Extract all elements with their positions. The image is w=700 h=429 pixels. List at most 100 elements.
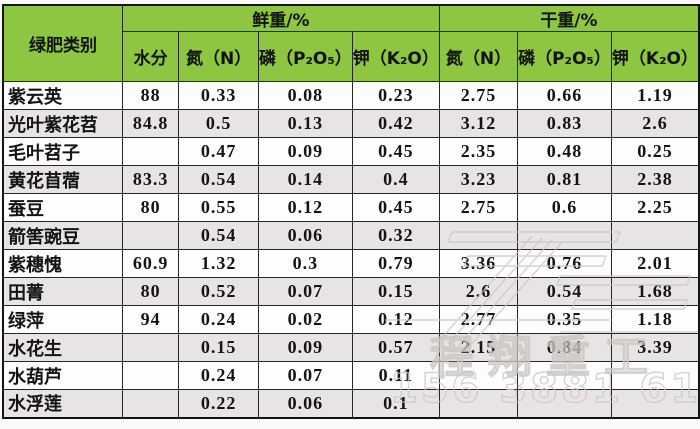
value-cell: 2.77: [438, 305, 519, 334]
value-cell: 0.24: [178, 305, 259, 334]
value-cell: 94: [121, 305, 180, 334]
value-cell: 0.14: [257, 165, 353, 194]
value-cell: 0.1: [351, 389, 440, 418]
value-cell: 0.84: [517, 333, 612, 362]
value-cell: 0.15: [351, 277, 440, 306]
table-row: 毛叶苕子 0.47 0.09 0.45 2.35 0.48 0.25: [2, 137, 700, 166]
value-cell: 0.25: [610, 137, 700, 166]
value-cell: [610, 361, 700, 390]
value-cell: 0.09: [257, 137, 353, 166]
row-name-cell: 紫穗愧: [2, 249, 123, 278]
value-cell: 0.42: [351, 109, 440, 138]
value-cell: 0.22: [178, 389, 259, 418]
value-cell: 88: [121, 81, 180, 110]
value-cell: 80: [121, 193, 180, 222]
value-cell: 0.5: [178, 109, 259, 138]
value-cell: [121, 137, 180, 166]
table-row: 水浮莲 0.22 0.06 0.1: [2, 389, 700, 418]
value-cell: 3.36: [438, 249, 519, 278]
value-cell: 0.54: [178, 165, 259, 194]
row-name-cell: 田菁: [2, 277, 123, 306]
value-cell: 0.52: [178, 277, 259, 306]
green-manure-nutrient-table: 绿肥类别 鲜重/% 干重/% 水分 氮（N） 磷（P₂O₅） 钾（K₂O） 氮（…: [2, 4, 700, 419]
row-name-cell: 箭筈豌豆: [2, 221, 123, 250]
value-cell: 0.4: [351, 165, 440, 194]
row-name-cell: 水葫芦: [2, 361, 123, 390]
table-row: 绿萍 94 0.24 0.02 0.12 2.77 0.35 1.18: [2, 305, 700, 334]
value-cell: 84.8: [121, 109, 180, 138]
corner-header-cell: 绿肥类别: [2, 4, 123, 82]
group-header-row: 绿肥类别 鲜重/% 干重/%: [2, 4, 700, 82]
table-row: 田菁 80 0.52 0.07 0.15 2.6 0.54 1.68: [2, 277, 700, 306]
value-cell: 0.23: [351, 81, 440, 110]
value-cell: [610, 221, 700, 250]
value-cell: 0.02: [257, 305, 353, 334]
value-cell: 0.54: [178, 221, 259, 250]
value-cell: [121, 389, 180, 418]
group-header-fresh-weight: 鲜重/%: [121, 4, 440, 32]
value-cell: 2.75: [438, 193, 519, 222]
table-row: 水花生 0.15 0.09 0.57 2.15 0.84 3.39: [2, 333, 700, 362]
value-cell: 0.13: [257, 109, 353, 138]
value-cell: 1.19: [610, 81, 700, 110]
value-cell: [517, 389, 612, 418]
value-cell: 0.55: [178, 193, 259, 222]
table-row: 黄花苜蓿 83.3 0.54 0.14 0.4 3.23 0.81 2.38: [2, 165, 700, 194]
value-cell: 2.6: [438, 277, 519, 306]
row-name-cell: 毛叶苕子: [2, 137, 123, 166]
value-cell: 0.24: [178, 361, 259, 390]
value-cell: 0.83: [517, 109, 612, 138]
value-cell: 0.08: [257, 81, 353, 110]
value-cell: 2.01: [610, 249, 700, 278]
column-header-row: 水分 氮（N） 磷（P₂O₅） 钾（K₂O） 氮（N） 磷（P₂O₅） 钾（K₂…: [3, 31, 700, 82]
value-cell: 0.3: [257, 249, 353, 278]
value-cell: 0.11: [351, 361, 440, 390]
table-header: 绿肥类别 鲜重/% 干重/% 水分 氮（N） 磷（P₂O₅） 钾（K₂O） 氮（…: [2, 4, 700, 82]
table-row: 箭筈豌豆 0.54 0.06 0.32: [2, 221, 700, 250]
col-header-dry-k: 钾（K₂O）: [610, 31, 700, 82]
col-header-moisture: 水分: [121, 31, 180, 82]
value-cell: 1.32: [178, 249, 259, 278]
value-cell: 0.76: [517, 249, 612, 278]
table-row: 蚕豆 80 0.55 0.12 0.45 2.75 0.6 2.25: [2, 193, 700, 222]
row-name-cell: 光叶紫花苕: [2, 109, 123, 138]
value-cell: 0.32: [351, 221, 440, 250]
value-cell: 1.68: [610, 277, 700, 306]
value-cell: 83.3: [121, 165, 180, 194]
row-name-cell: 紫云英: [2, 81, 123, 110]
group-header-dry-weight: 干重/%: [438, 4, 700, 32]
value-cell: 0.45: [351, 193, 440, 222]
value-cell: 3.12: [438, 109, 519, 138]
value-cell: 0.12: [351, 305, 440, 334]
value-cell: 80: [121, 277, 180, 306]
row-name-cell: 绿萍: [2, 305, 123, 334]
value-cell: 0.12: [257, 193, 353, 222]
value-cell: 0.06: [257, 389, 353, 418]
value-cell: [438, 389, 519, 418]
col-header-fresh-p: 磷（P₂O₅）: [257, 31, 353, 82]
value-cell: 0.07: [257, 361, 353, 390]
col-header-fresh-n: 氮（N）: [178, 31, 259, 82]
value-cell: 3.39: [610, 333, 700, 362]
value-cell: 0.07: [257, 277, 353, 306]
value-cell: 0.33: [178, 81, 259, 110]
value-cell: 0.47: [178, 137, 259, 166]
row-name-cell: 黄花苜蓿: [2, 165, 123, 194]
col-header-dry-p: 磷（P₂O₅）: [517, 31, 612, 82]
value-cell: [517, 361, 612, 390]
value-cell: 0.35: [517, 305, 612, 334]
value-cell: 2.6: [610, 109, 700, 138]
value-cell: 0.79: [351, 249, 440, 278]
value-cell: 0.81: [517, 165, 612, 194]
value-cell: 1.18: [610, 305, 700, 334]
value-cell: 2.15: [438, 333, 519, 362]
value-cell: 60.9: [121, 249, 180, 278]
green-manure-nutrient-table-wrap: 绿肥类别 鲜重/% 干重/% 水分 氮（N） 磷（P₂O₅） 钾（K₂O） 氮（…: [2, 4, 700, 419]
row-name-cell: 水浮莲: [2, 389, 123, 418]
row-name-cell: 水花生: [2, 333, 123, 362]
value-cell: 2.75: [438, 81, 519, 110]
value-cell: 2.38: [610, 165, 700, 194]
row-name-cell: 蚕豆: [2, 193, 123, 222]
value-cell: 0.45: [351, 137, 440, 166]
value-cell: 3.23: [438, 165, 519, 194]
